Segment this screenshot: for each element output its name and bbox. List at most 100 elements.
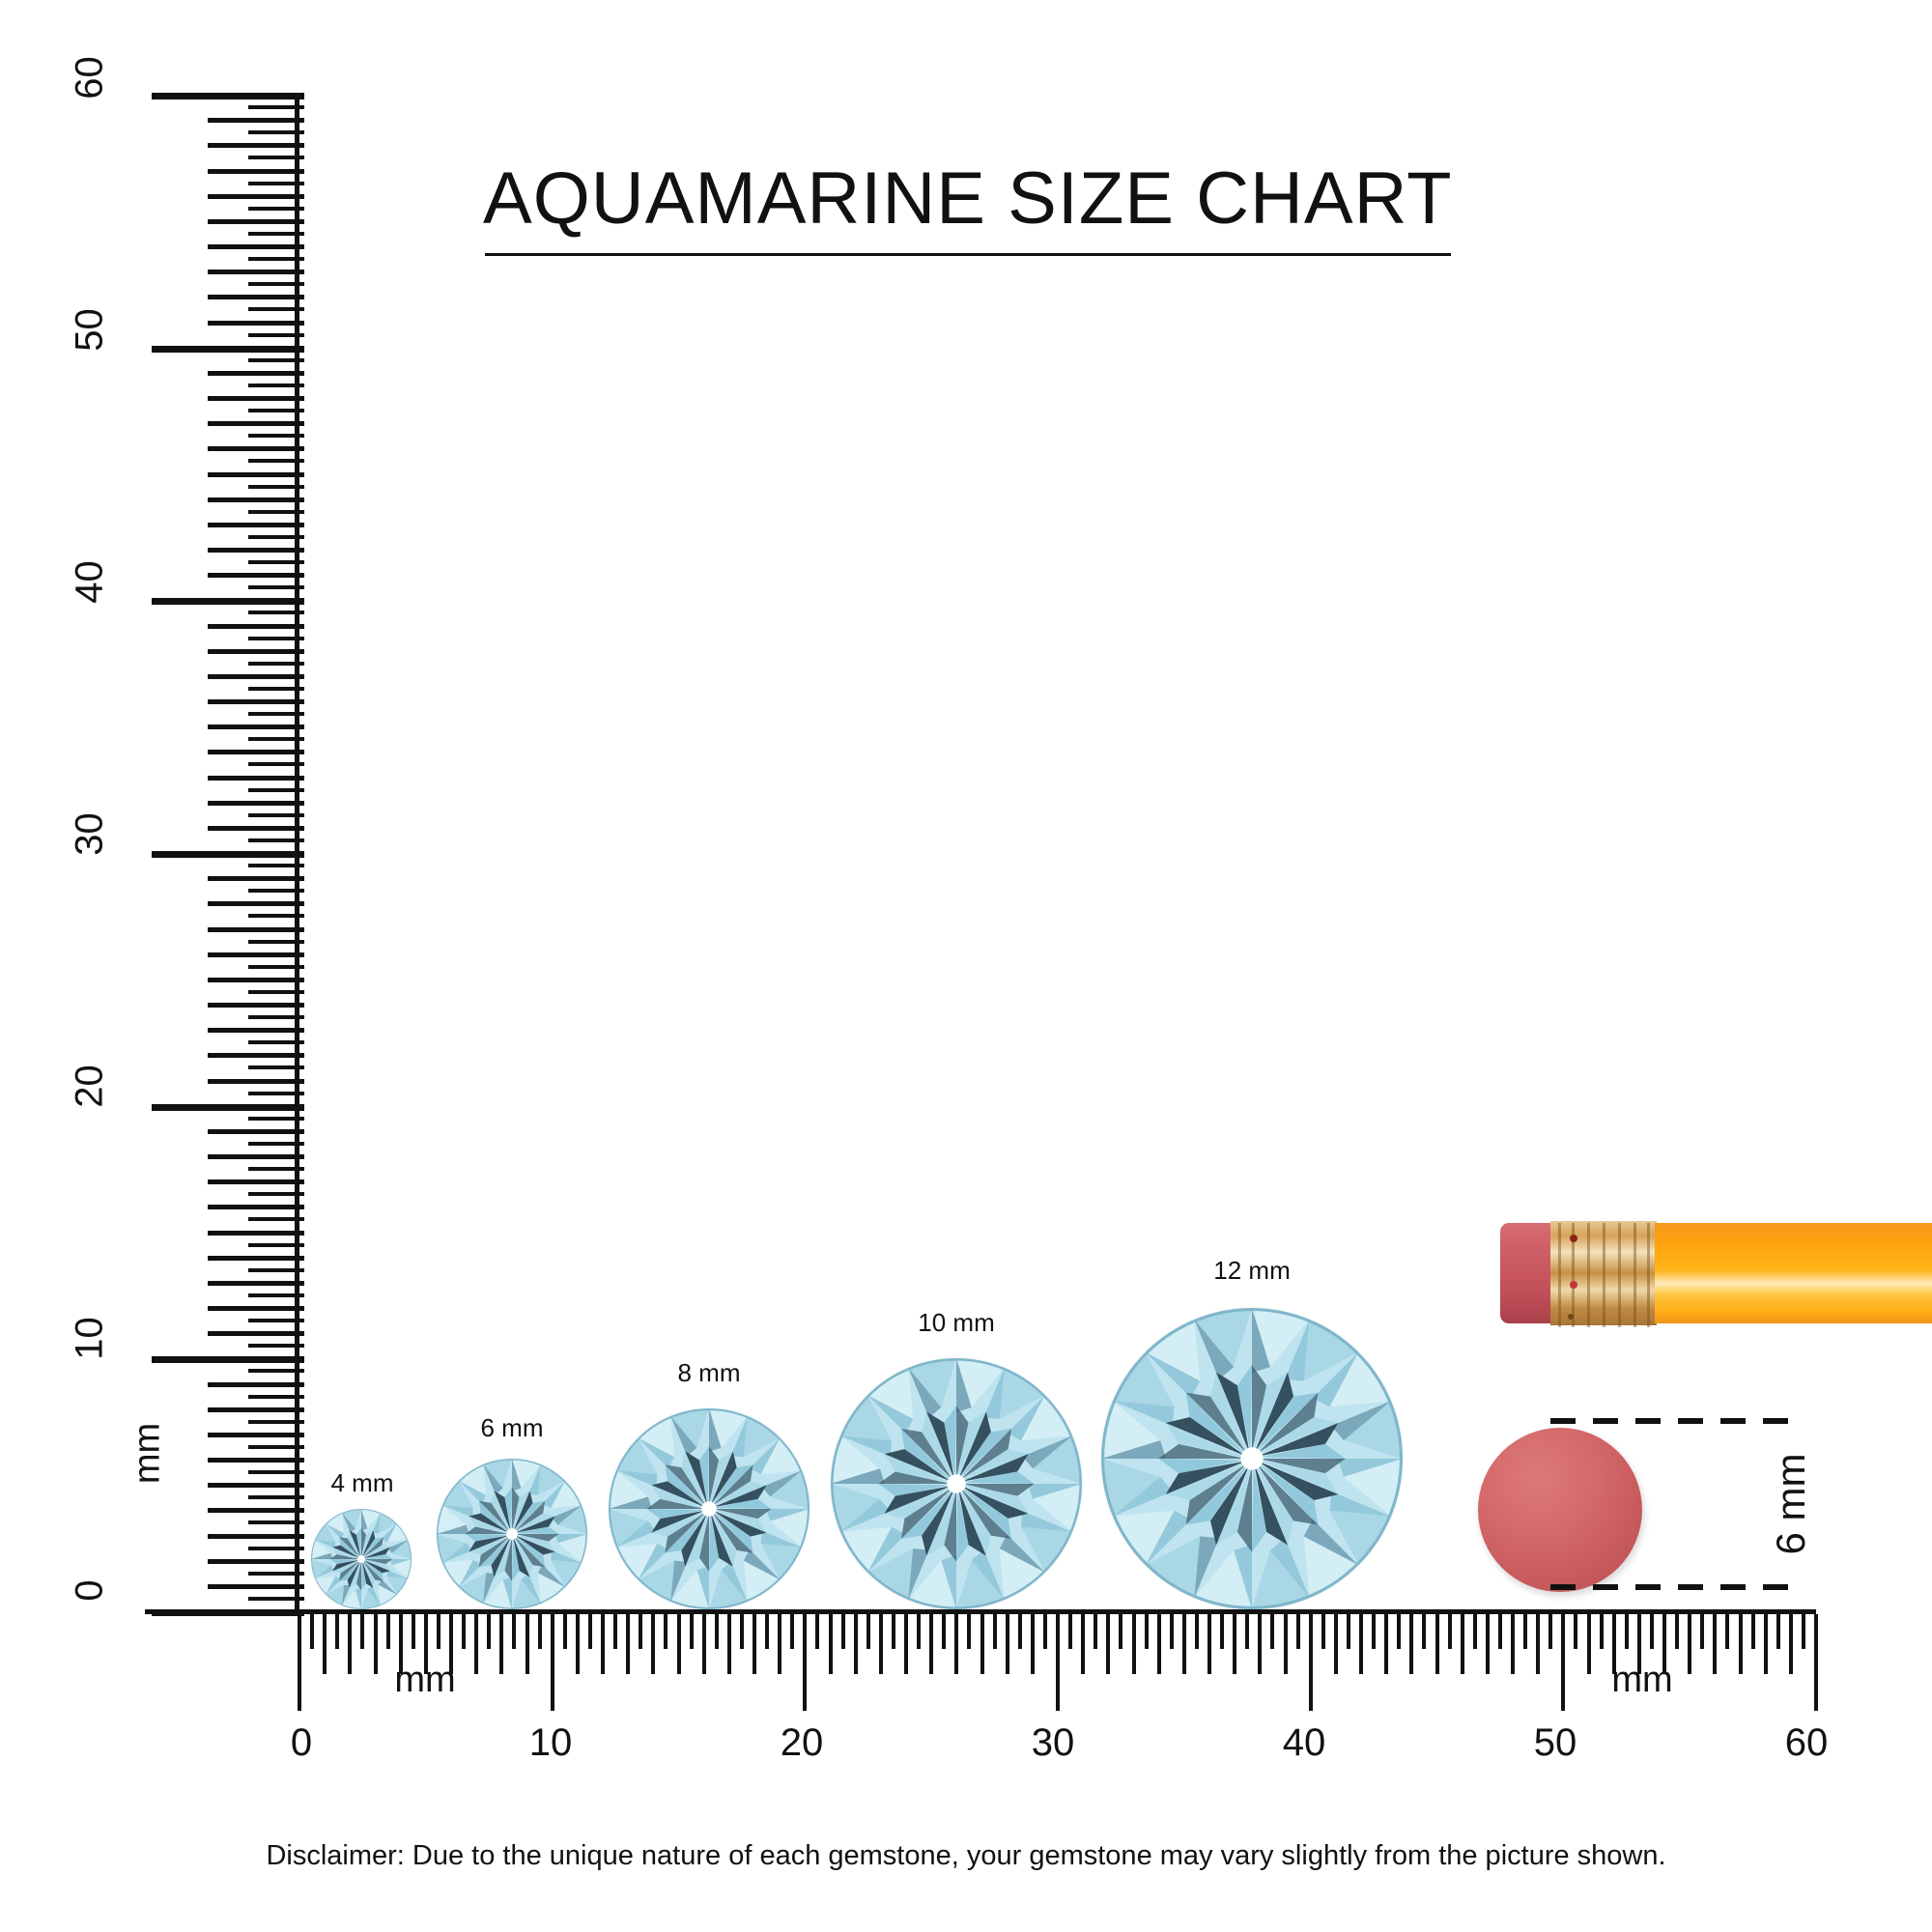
vertical-ruler-tick: [248, 661, 304, 666]
vertical-ruler-tick: [248, 1470, 304, 1475]
vertical-ruler: [145, 93, 304, 1616]
horizontal-ruler-tick: [651, 1614, 656, 1674]
vertical-ruler-tick: [248, 409, 304, 413]
vertical-ruler-tick: [248, 1444, 304, 1449]
vertical-ruler-tick: [208, 1583, 304, 1589]
horizontal-ruler-tick: [1131, 1614, 1136, 1674]
horizontal-ruler: [298, 1614, 1818, 1769]
horizontal-ruler-tick: [1270, 1614, 1275, 1649]
horizontal-ruler-tick: [1700, 1614, 1705, 1649]
vertical-ruler-tick: [208, 1483, 304, 1489]
horizontal-ruler-tick: [815, 1614, 820, 1649]
horizontal-ruler-tick: [1397, 1614, 1402, 1649]
vertical-ruler-tick: [248, 1369, 304, 1374]
vertical-ruler-tick: [248, 787, 304, 792]
vertical-ruler-tick: [208, 1306, 304, 1311]
horizontal-ruler-tick: [1258, 1614, 1263, 1674]
pencil-body: [1655, 1223, 1932, 1323]
vertical-ruler-tick: [248, 1217, 304, 1222]
vertical-ruler-tick: [248, 611, 304, 615]
vertical-ruler-tick: [248, 636, 304, 640]
h-tick-label-60: 60: [1784, 1721, 1829, 1764]
h-tick-label-50: 50: [1533, 1721, 1577, 1764]
v-tick-label-50: 50: [68, 308, 111, 352]
vertical-ruler-tick: [208, 750, 304, 755]
horizontal-ruler-tick: [1119, 1614, 1123, 1649]
eraser-dimension-label: 6 mm: [1768, 1453, 1813, 1555]
horizontal-ruler-tick: [753, 1614, 756, 1674]
vertical-ruler-tick: [208, 573, 304, 579]
horizontal-ruler-tick: [1346, 1614, 1350, 1649]
vertical-ruler-tick: [248, 282, 304, 287]
vertical-ruler-tick: [248, 332, 304, 337]
horizontal-ruler-tick: [626, 1614, 631, 1674]
vertical-ruler-tick: [248, 1546, 304, 1550]
horizontal-ruler-tick: [967, 1614, 972, 1649]
vertical-ruler-tick: [208, 876, 304, 882]
vertical-ruler-tick: [152, 1103, 304, 1111]
vertical-ruler-tick: [208, 143, 304, 149]
horizontal-ruler-tick: [1713, 1614, 1718, 1674]
horizontal-ruler-tick: [904, 1614, 908, 1674]
horizontal-ruler-tick: [1106, 1614, 1111, 1674]
horizontal-ruler-tick: [601, 1614, 605, 1674]
pencil-icon: [1500, 1219, 1932, 1327]
vertical-ruler-tick: [208, 1331, 304, 1337]
vertical-ruler-tick: [208, 1558, 304, 1564]
vertical-ruler-unit-label: mm: [127, 1422, 168, 1485]
vertical-ruler-tick: [208, 244, 304, 249]
vertical-ruler-tick: [248, 712, 304, 717]
horizontal-ruler-tick: [348, 1614, 353, 1674]
page-title: AQUAMARINE SIZE CHART: [483, 157, 1453, 240]
vertical-ruler-tick: [248, 1065, 304, 1070]
horizontal-ruler-unit-label-left: mm: [394, 1660, 456, 1700]
horizontal-ruler-tick: [1688, 1614, 1692, 1674]
horizontal-ruler-tick: [1599, 1614, 1604, 1649]
horizontal-ruler-tick: [980, 1614, 984, 1674]
gemstone-10mm: [831, 1358, 1082, 1609]
horizontal-ruler-tick: [917, 1614, 922, 1649]
horizontal-ruler-tick: [639, 1614, 643, 1649]
h-tick-label-40: 40: [1282, 1721, 1326, 1764]
horizontal-ruler-tick: [726, 1614, 731, 1674]
vertical-ruler-tick: [152, 1356, 304, 1364]
horizontal-ruler-tick: [1094, 1614, 1098, 1649]
vertical-ruler-tick: [208, 1128, 304, 1134]
vertical-ruler-tick: [248, 1242, 304, 1247]
vertical-ruler-tick: [208, 522, 304, 527]
vertical-ruler-tick: [208, 952, 304, 957]
horizontal-ruler-tick: [1372, 1614, 1377, 1649]
vertical-ruler-tick: [248, 1495, 304, 1500]
horizontal-ruler-tick: [739, 1614, 744, 1649]
disclaimer-text: Disclaimer: Due to the unique nature of …: [266, 1840, 1666, 1871]
vertical-ruler-tick: [208, 623, 304, 629]
vertical-ruler-tick: [208, 270, 304, 275]
vertical-ruler-tick: [208, 1432, 304, 1437]
horizontal-ruler-tick: [1511, 1614, 1515, 1674]
vertical-ruler-tick: [208, 1205, 304, 1210]
horizontal-ruler-tick: [1384, 1614, 1389, 1674]
horizontal-ruler-tick: [1245, 1614, 1250, 1649]
horizontal-ruler-tick: [1750, 1614, 1755, 1649]
horizontal-ruler-tick: [1763, 1614, 1768, 1674]
vertical-ruler-tick: [208, 218, 304, 224]
vertical-ruler-tick: [152, 93, 304, 99]
vertical-ruler-tick: [208, 193, 304, 199]
horizontal-ruler-tick: [1321, 1614, 1325, 1649]
vertical-ruler-tick: [248, 939, 304, 944]
pencil-ferrule: [1550, 1221, 1657, 1327]
vertical-ruler-tick: [248, 1116, 304, 1121]
vertical-ruler-tick: [248, 1141, 304, 1146]
vertical-ruler-tick: [208, 977, 304, 982]
vertical-ruler-tick: [248, 231, 304, 236]
horizontal-ruler-tick: [1208, 1614, 1211, 1674]
v-tick-label-10: 10: [68, 1317, 111, 1360]
horizontal-ruler-tick: [1776, 1614, 1780, 1649]
horizontal-ruler-tick: [1586, 1614, 1591, 1674]
horizontal-ruler-tick: [1472, 1614, 1477, 1649]
horizontal-ruler-tick: [487, 1614, 492, 1649]
horizontal-ruler-tick: [1725, 1614, 1730, 1649]
vertical-ruler-tick: [208, 1458, 304, 1463]
vertical-ruler-tick: [248, 1040, 304, 1045]
horizontal-ruler-tick: [1561, 1614, 1566, 1711]
